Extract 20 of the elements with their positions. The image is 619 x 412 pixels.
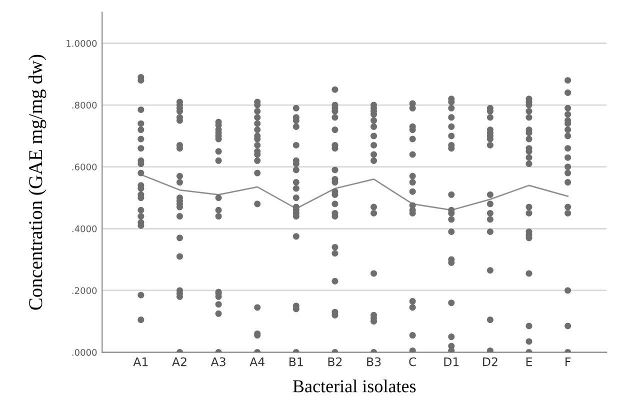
y-tick-label: .4000 — [72, 225, 97, 232]
y-tick-label: 1.0000 — [66, 40, 97, 47]
x-tick-label: A2 — [172, 357, 186, 366]
x-tick-label: E — [526, 357, 532, 366]
x-axis-title: Bacterial isolates — [292, 380, 416, 392]
x-tick-label: A4 — [250, 357, 264, 366]
x-tick-label: D2 — [483, 357, 498, 366]
y-tick-label: .0000 — [72, 348, 97, 356]
y-tick-label: .6000 — [72, 164, 97, 170]
y-tick-label: .2000 — [72, 287, 97, 294]
x-tick-label: A1 — [133, 357, 148, 366]
x-tick-label: C — [409, 357, 416, 366]
x-tick-label: F — [566, 357, 571, 366]
x-tick-label: D1 — [444, 357, 459, 366]
y-tick-label: .8000 — [72, 102, 97, 109]
x-tick-label: B1 — [290, 357, 303, 366]
x-tick-label: B3 — [367, 357, 381, 366]
x-tick-label: A3 — [210, 357, 226, 366]
x-tick-label: B2 — [328, 357, 342, 366]
y-axis-title: Concentration (GAE mg/mg dw) — [28, 54, 46, 310]
